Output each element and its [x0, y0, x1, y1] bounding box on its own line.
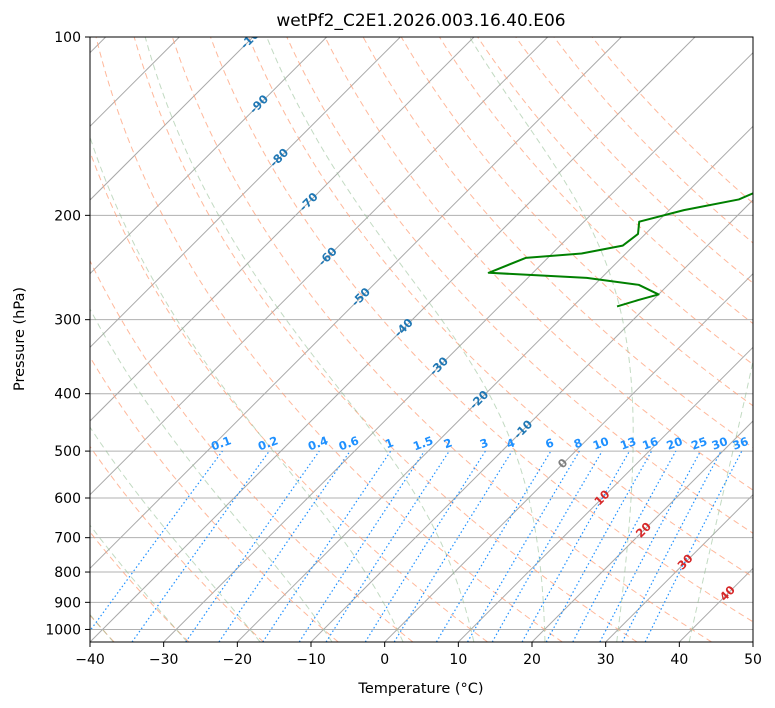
plot-frame: [89, 36, 754, 643]
mixing-ratio-lines: [90, 450, 743, 642]
y-tick-label: 900: [54, 595, 81, 611]
moist-adiabat: [90, 135, 404, 642]
mixing-ratio-label: 13: [618, 434, 638, 453]
isotherm-line: [90, 37, 622, 570]
dry-adiabat: [95, 37, 563, 642]
isotherm-line: [90, 37, 254, 201]
mixing-ratio-line: [262, 450, 392, 642]
mixing-ratio-line: [572, 450, 677, 642]
mixing-ratio-label: 0.2: [256, 433, 280, 453]
mixing-ratio-label: 20: [665, 434, 685, 453]
mixing-ratio-label: 30: [710, 434, 730, 453]
mixing-ratio-label: 1.5: [411, 433, 435, 453]
dry-adiabat: [286, 37, 753, 534]
dewpoint-profile-line: [487, 192, 753, 308]
y-axis-title: Pressure (hPa): [12, 287, 28, 391]
mixing-ratio-label: 25: [689, 434, 709, 453]
x-tick-label: −30: [149, 652, 179, 668]
dry-adiabats: [90, 37, 753, 642]
moist-adiabat: [90, 524, 188, 642]
isopleth-labels: 0.10.20.40.611.52346810131620253036-100-…: [209, 37, 751, 604]
moist-adiabat: [266, 37, 546, 642]
mixing-ratio-label: 10: [591, 434, 611, 453]
mixing-ratio-line: [521, 450, 631, 642]
dry-adiabat: [515, 37, 753, 284]
mixing-ratio-line: [90, 450, 223, 632]
isotherm-line: [90, 37, 328, 275]
dry-adiabat: [133, 37, 638, 642]
dry-adiabat: [248, 37, 753, 578]
isotherm-line: [236, 125, 753, 642]
mixing-ratio-label: 0.1: [209, 433, 233, 453]
mixing-ratio-line: [644, 450, 743, 642]
y-tick-label: 1000: [45, 622, 81, 638]
mixing-ratio-label: 0.6: [337, 433, 361, 453]
isotherm-line: [384, 272, 753, 642]
mixing-ratio-line: [185, 450, 320, 642]
dry-adiabat: [171, 37, 712, 642]
mixing-ratio-line: [131, 450, 270, 642]
mixing-ratio-label: 36: [731, 434, 751, 453]
moist-adiabat: [90, 308, 333, 642]
y-tick-label: 600: [54, 491, 81, 507]
plot-area: 0.10.20.40.611.52346810131620253036-100-…: [90, 37, 753, 642]
x-tick-label: 20: [523, 652, 541, 668]
y-tick-label: 100: [54, 30, 81, 46]
isotherm-line: [457, 346, 753, 642]
moist-adiabat: [90, 426, 261, 642]
x-axis: −40 −30 −20 −10 0 10 20 30 40 50: [75, 642, 762, 668]
pressure-gridlines: [90, 37, 753, 630]
mixing-ratio-line: [325, 450, 450, 642]
isotherm-line: [90, 37, 549, 496]
x-tick-label: 40: [670, 652, 688, 668]
mixing-ratio-line: [393, 450, 513, 642]
y-tick-label: 400: [54, 387, 81, 403]
y-tick-label: 700: [54, 531, 81, 547]
profile-series: [487, 192, 753, 308]
isotherm-line: [90, 37, 475, 422]
x-axis-title: Temperature (°C): [357, 681, 483, 697]
chart-title: wetPf2_C2E1.2026.003.16.40.E06: [276, 11, 565, 31]
isotherm-line: [605, 493, 753, 642]
dry-adiabat: [210, 37, 753, 623]
y-tick-label: 200: [54, 208, 81, 224]
y-tick-label: 800: [54, 565, 81, 581]
skewed-isotherms: [90, 37, 753, 642]
y-tick-label: 500: [54, 444, 81, 460]
isotherm-line: [90, 37, 696, 642]
isotherm-line: [90, 37, 401, 349]
mixing-ratio-label: 16: [640, 434, 660, 453]
y-tick-label: 300: [54, 313, 81, 329]
dry-adiabat: [90, 259, 414, 642]
mixing-ratio-line: [545, 450, 653, 642]
mixing-ratio-line: [218, 450, 351, 642]
dry-adiabat: [90, 356, 339, 642]
x-tick-label: 0: [380, 652, 389, 668]
dry-adiabat: [324, 37, 753, 491]
dry-adiabat: [90, 445, 264, 642]
mixing-ratio-line: [298, 450, 425, 642]
isotherm-line: [163, 51, 753, 642]
x-tick-label: −20: [223, 652, 253, 668]
moist-adiabat: [688, 358, 753, 642]
x-tick-label: 10: [449, 652, 467, 668]
isotherm-line: [531, 420, 753, 642]
x-tick-label: −10: [296, 652, 326, 668]
moist-adiabat: [144, 37, 475, 642]
mixing-ratio-label: 0.4: [306, 433, 330, 453]
y-axis: 100 200 300 400 500 600 700 800 900 1000: [45, 30, 90, 638]
x-tick-label: 30: [597, 652, 615, 668]
x-tick-label: 50: [744, 652, 762, 668]
x-tick-label: −40: [75, 652, 105, 668]
